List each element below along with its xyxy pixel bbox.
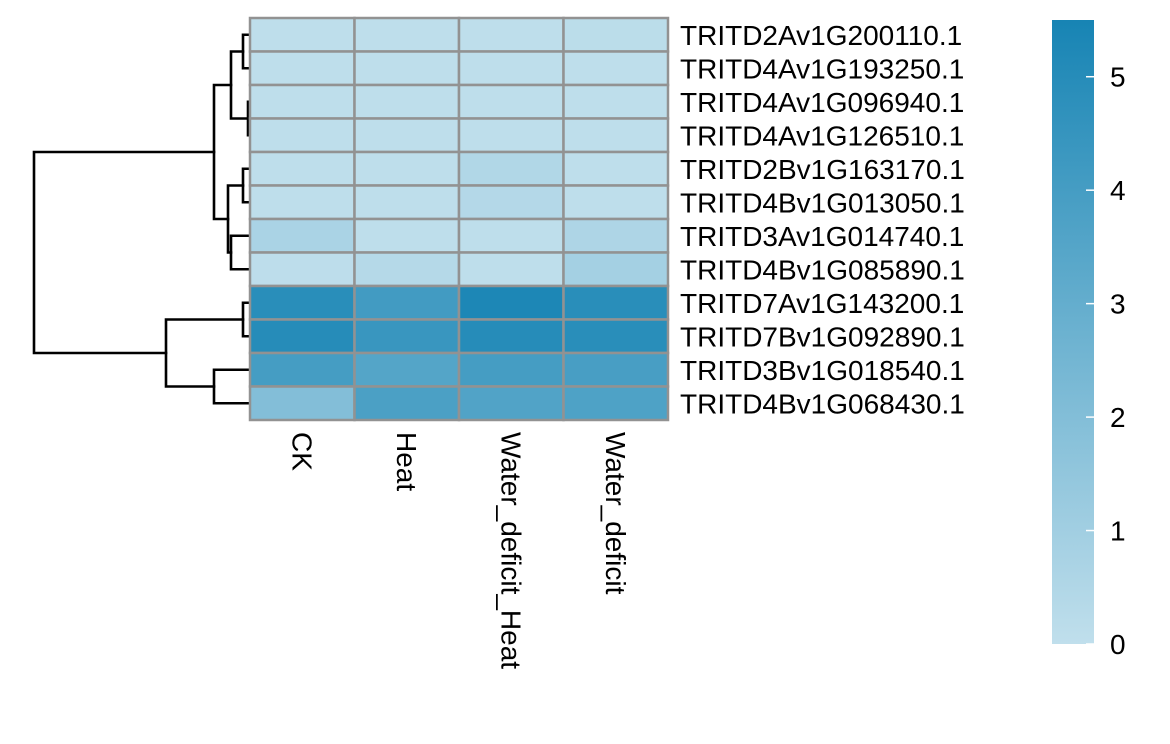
heatmap-cell [457, 83, 565, 120]
row-dendrogram [32, 33, 251, 405]
heatmap-cell [353, 184, 461, 221]
heatmap-cell [353, 217, 461, 254]
heatmap-cell [353, 251, 461, 288]
dendrogram-branch [229, 234, 251, 271]
row-label: TRITD4Bv1G085890.1 [680, 254, 965, 285]
colorbar-tick-label: 2 [1110, 402, 1126, 433]
colorbar-tick-label: 0 [1110, 629, 1126, 660]
row-label: TRITD4Bv1G013050.1 [680, 187, 965, 218]
heatmap-cell [562, 16, 670, 53]
heatmap-cell [562, 351, 670, 388]
heatmap-cell [248, 385, 356, 422]
heatmap-cell [248, 251, 356, 288]
dendrogram-branch [229, 50, 250, 120]
heatmap-cell [248, 184, 356, 221]
heatmap-cell [248, 217, 356, 254]
heatmap-cell [248, 50, 356, 87]
column-label: Water_deficit_Heat [495, 432, 526, 669]
heatmap-cell [248, 150, 356, 187]
row-label: TRITD4Av1G193250.1 [680, 53, 964, 84]
heatmap-cell [562, 83, 670, 120]
heatmap-cell [248, 318, 356, 355]
colorbar-tick-label: 1 [1110, 516, 1126, 547]
heatmap-cell [353, 83, 461, 120]
heatmap-cell [457, 150, 565, 187]
heatmap-cell [457, 16, 565, 53]
heatmap-cell [457, 217, 565, 254]
row-label: TRITD7Bv1G092890.1 [680, 321, 965, 352]
heatmap-cell [457, 284, 565, 321]
heatmap-cell [562, 217, 670, 254]
color-legend: 0 1 2 3 4 5 [1052, 20, 1126, 660]
row-labels: TRITD2Av1G200110.1TRITD4Av1G193250.1TRIT… [680, 20, 965, 420]
heatmap-cell [562, 318, 670, 355]
colorbar-tick-label: 4 [1110, 175, 1126, 206]
colorbar-gradient [1052, 20, 1094, 644]
heatmap-cell [457, 50, 565, 87]
heatmap-cell [457, 184, 565, 221]
heatmap-cells [248, 16, 670, 422]
heatmap-cell [353, 385, 461, 422]
column-label: Heat [391, 432, 422, 491]
column-label: CK [286, 432, 317, 471]
column-label: Water_deficit [600, 432, 631, 595]
heatmap-cell [457, 251, 565, 288]
row-label: TRITD4Bv1G068430.1 [680, 388, 965, 419]
colorbar-tick-label: 5 [1110, 62, 1126, 93]
heatmap-cell [248, 83, 356, 120]
heatmap-cell [353, 150, 461, 187]
heatmap-cell [562, 251, 670, 288]
heatmap-cell [562, 150, 670, 187]
row-label: TRITD3Av1G014740.1 [680, 221, 964, 252]
heatmap-cell [457, 318, 565, 355]
dendrogram-branch [212, 368, 251, 405]
heatmap-cell [248, 16, 356, 53]
heatmap-cell [353, 117, 461, 154]
heatmap-cell [353, 16, 461, 53]
row-label: TRITD2Bv1G163170.1 [680, 154, 965, 185]
heatmap-cell [353, 318, 461, 355]
heatmap-cell [562, 50, 670, 87]
heatmap-cell [457, 117, 565, 154]
row-label: TRITD4Av1G096940.1 [680, 87, 964, 118]
row-label: TRITD7Av1G143200.1 [680, 288, 964, 319]
heatmap-cell [353, 351, 461, 388]
colorbar-tick-label: 3 [1110, 289, 1126, 320]
heatmap-cell [562, 117, 670, 154]
column-labels: CK Heat Water_deficit_Heat Water_deficit [286, 432, 631, 669]
heatmap-cell [353, 50, 461, 87]
heatmap-cell [562, 385, 670, 422]
heatmap-cell [457, 351, 565, 388]
row-label: TRITD3Bv1G018540.1 [680, 355, 965, 386]
heatmap-cell [457, 385, 565, 422]
row-label: TRITD4Av1G126510.1 [680, 120, 964, 151]
heatmap-cell [248, 284, 356, 321]
row-label: TRITD2Av1G200110.1 [680, 20, 962, 51]
dendrogram-branch [32, 150, 216, 355]
dendrogram-branch [164, 318, 245, 388]
heatmap-cell [353, 284, 461, 321]
heatmap-cell [248, 351, 356, 388]
heatmap-cell [562, 184, 670, 221]
heatmap-cell [562, 284, 670, 321]
heatmap-cell [248, 117, 356, 154]
